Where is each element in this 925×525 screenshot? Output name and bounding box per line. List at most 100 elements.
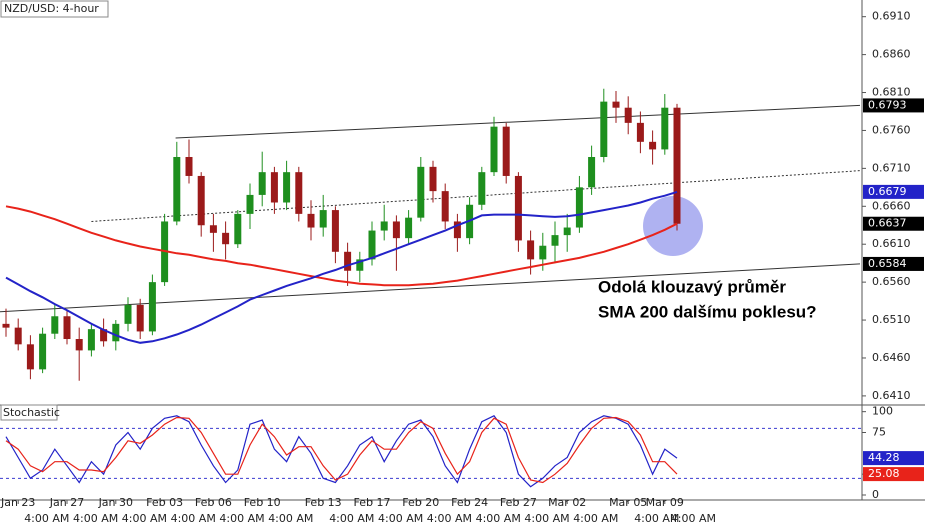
x-tick-label: Feb 06: [195, 496, 232, 509]
trendline: [0, 263, 861, 313]
candle-body: [588, 156, 596, 188]
y-tick-label: 0.6710: [872, 161, 911, 174]
y-tick-label: 0: [872, 488, 879, 501]
x-tick-label: Mar 05: [609, 496, 647, 509]
price-label: 0.6584: [868, 257, 907, 270]
candle-body: [209, 225, 217, 233]
x-time-label: 4:00 AM: [634, 512, 679, 525]
candle-body: [173, 156, 181, 222]
candle-body: [63, 316, 71, 340]
candle-body: [75, 339, 83, 351]
y-tick-label: 0.6510: [872, 313, 911, 326]
title-box: [0, 0, 109, 18]
x-time-label: 4:00 AM: [219, 512, 264, 525]
candle-body: [600, 101, 608, 157]
candle-body: [453, 221, 461, 239]
x-time-label: 4:00 AM: [671, 512, 716, 525]
price-label-box: [863, 467, 924, 482]
candle-body: [112, 323, 120, 342]
y-tick-label: 0.6810: [872, 86, 911, 99]
candle-body: [2, 323, 10, 328]
price-label: 0.6637: [868, 217, 907, 230]
x-tick-label: Feb 17: [354, 496, 391, 509]
chart-title: NZD/USD: 4-hour: [4, 2, 99, 15]
candle-body: [283, 172, 291, 203]
price-label-box: [863, 184, 924, 199]
price-label-box: [863, 216, 924, 231]
y-tick-label: 0.6560: [872, 275, 911, 288]
candle-body: [136, 304, 144, 332]
trendline: [175, 104, 861, 139]
candle-body: [368, 230, 376, 260]
candle-body: [319, 210, 327, 228]
candle-body: [490, 126, 498, 173]
candle-body: [380, 221, 388, 231]
x-tick-label: Feb 27: [500, 496, 537, 509]
candle-body: [331, 210, 339, 252]
x-tick-label: Jan 30: [98, 496, 133, 509]
x-time-label: 4:00 AM: [573, 512, 618, 525]
candle-body: [197, 175, 205, 226]
x-tick-label: Feb 20: [402, 496, 439, 509]
candle-body: [405, 217, 413, 239]
x-time-label: 4:00 AM: [378, 512, 423, 525]
candle-body: [185, 156, 193, 176]
candle-body: [624, 107, 632, 123]
y-tick-label: 100: [872, 405, 893, 418]
candle-body: [14, 327, 22, 345]
candle-body: [100, 329, 108, 342]
price-label-box: [863, 256, 924, 271]
annotation: SMA 200 dalšímu poklesu?: [598, 302, 817, 321]
candle-body: [51, 316, 59, 334]
y-tick-label: 0.6410: [872, 389, 911, 402]
candle-body: [612, 101, 620, 108]
y-tick-label: 0.6760: [872, 123, 911, 136]
candle-body: [429, 166, 437, 192]
candle-body: [661, 107, 669, 150]
x-tick-label: Jan 23: [0, 496, 35, 509]
x-time-label: 4:00 AM: [524, 512, 569, 525]
y-tick-label: 0.6460: [872, 351, 911, 364]
x-tick-label: Mar 02: [548, 496, 586, 509]
price-label: 44.28: [868, 451, 900, 464]
candle-body: [514, 175, 522, 241]
x-time-label: 4:00 AM: [122, 512, 167, 525]
y-tick-label: 0.6910: [872, 10, 911, 23]
candle-body: [392, 221, 400, 239]
y-tick-label: 0.6660: [872, 199, 911, 212]
y-tick-label: 0.6610: [872, 237, 911, 250]
x-tick-label: Feb 24: [451, 496, 488, 509]
x-tick-label: Feb 13: [305, 496, 342, 509]
candle-body: [295, 172, 303, 214]
candle-body: [673, 107, 681, 224]
price-label-box: [863, 98, 924, 113]
candle-body: [551, 235, 559, 246]
candle-body: [502, 126, 510, 176]
candle-body: [234, 213, 242, 245]
stoch-title-box: [0, 404, 58, 421]
x-tick-label: Mar 09: [646, 496, 684, 509]
candle-body: [539, 245, 547, 260]
candle-body: [258, 172, 266, 195]
candle-body: [575, 187, 583, 228]
candle-body: [148, 282, 156, 332]
x-time-label: 4:00 AM: [476, 512, 521, 525]
trendline: [91, 170, 861, 222]
price-label: 0.6793: [868, 98, 907, 111]
candle-body: [222, 232, 230, 245]
candle-body: [270, 172, 278, 203]
candle-body: [124, 304, 132, 324]
candle-body: [344, 251, 352, 271]
candle-body: [87, 329, 95, 351]
moving-average: [5, 190, 678, 344]
y-tick-label: 75: [872, 426, 886, 439]
candle-body: [246, 194, 254, 214]
candle-body: [441, 191, 449, 222]
candle-body: [417, 166, 425, 218]
price-label: 0.6679: [868, 185, 907, 198]
x-time-label: 4:00 AM: [171, 512, 216, 525]
candle-body: [307, 213, 315, 228]
price-label: 25.08: [868, 467, 900, 480]
x-time-label: 4:00 AM: [427, 512, 472, 525]
